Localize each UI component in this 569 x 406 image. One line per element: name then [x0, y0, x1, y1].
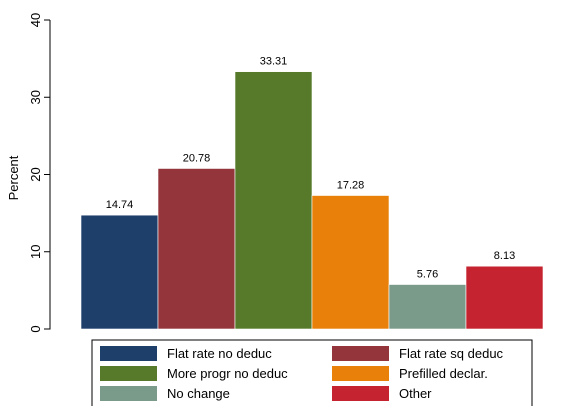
y-axis: 0 10 20 30 40 [28, 13, 51, 333]
bar-5 [388, 284, 467, 330]
legend-label-2: Flat rate sq deduc [399, 346, 504, 361]
y-tick-label-0: 0 [28, 325, 43, 332]
bar-2 [157, 168, 236, 330]
y-tick-label-3: 30 [28, 90, 43, 104]
bar-3 [234, 71, 313, 330]
y-tick-label-4: 40 [28, 13, 43, 27]
legend-swatch-5 [100, 386, 157, 401]
legend-label-5: No change [167, 386, 230, 401]
bar-4 [311, 195, 390, 330]
bar-label-5: 5.76 [417, 269, 438, 281]
legend-label-6: Other [399, 386, 432, 401]
y-tick-label-1: 10 [28, 245, 43, 259]
legend-swatch-3 [100, 366, 157, 381]
legend-swatch-6 [332, 386, 389, 401]
bar-label-4: 17.28 [337, 180, 365, 192]
legend-label-1: Flat rate no deduc [167, 346, 272, 361]
legend-swatch-4 [332, 366, 389, 381]
y-tick-label-2: 20 [28, 167, 43, 181]
bar-labels: 14.74 20.78 33.31 17.28 5.76 8.13 [106, 56, 515, 281]
legend-label-4: Prefilled declar. [399, 366, 488, 381]
bar-1 [80, 214, 159, 330]
legend-box [91, 339, 533, 406]
bar-label-2: 20.78 [183, 152, 211, 164]
bar-label-6: 8.13 [494, 250, 515, 262]
legend-swatch-1 [100, 346, 157, 361]
bar-label-1: 14.74 [106, 199, 134, 211]
y-axis-label: Percent [6, 155, 21, 200]
bar-6 [465, 265, 544, 330]
legend-label-3: More progr no deduc [167, 366, 288, 381]
bars [80, 71, 544, 330]
bar-label-3: 33.31 [260, 56, 288, 68]
legend-swatch-2 [332, 346, 389, 361]
legend: Flat rate no deduc Flat rate sq deduc More… [91, 339, 533, 406]
